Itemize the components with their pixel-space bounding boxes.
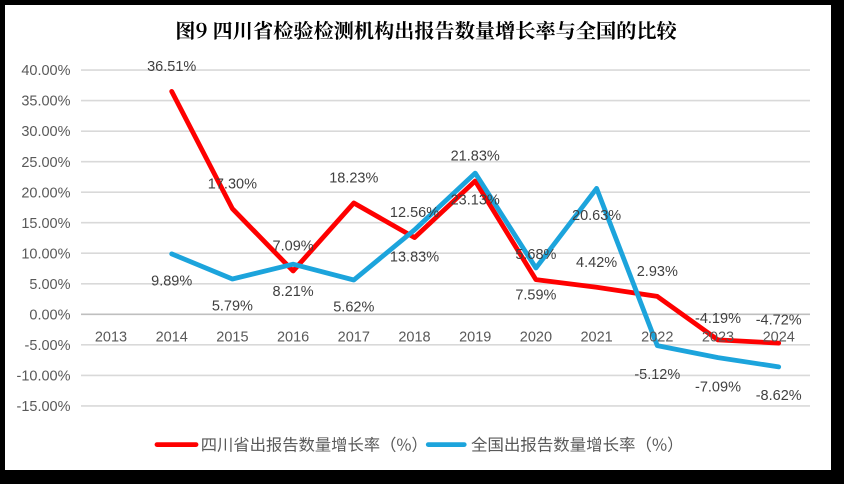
svg-text:20.63%: 20.63% — [572, 208, 621, 224]
svg-text:0.00%: 0.00% — [29, 307, 70, 323]
svg-text:2021: 2021 — [580, 329, 612, 345]
svg-text:8.21%: 8.21% — [273, 284, 314, 300]
svg-text:5.79%: 5.79% — [212, 299, 253, 315]
svg-text:-4.19%: -4.19% — [695, 311, 741, 327]
svg-text:7.09%: 7.09% — [273, 239, 314, 255]
svg-text:12.56%: 12.56% — [390, 205, 439, 221]
svg-text:20.00%: 20.00% — [21, 185, 70, 201]
svg-text:10.00%: 10.00% — [21, 246, 70, 262]
svg-text:2013: 2013 — [95, 329, 127, 345]
svg-text:7.59%: 7.59% — [515, 288, 556, 304]
svg-text:2023: 2023 — [702, 329, 734, 345]
svg-text:23.13%: 23.13% — [451, 193, 500, 209]
svg-text:35.00%: 35.00% — [21, 94, 70, 110]
svg-text:-5.12%: -5.12% — [634, 367, 680, 383]
svg-text:2014: 2014 — [156, 329, 188, 345]
svg-text:9.89%: 9.89% — [151, 274, 192, 290]
svg-text:2016: 2016 — [277, 329, 309, 345]
svg-text:13.83%: 13.83% — [390, 250, 439, 266]
svg-text:-15.00%: -15.00% — [16, 399, 70, 415]
svg-text:2020: 2020 — [520, 329, 552, 345]
svg-text:40.00%: 40.00% — [21, 63, 70, 79]
svg-text:-8.62%: -8.62% — [756, 388, 802, 404]
svg-text:15.00%: 15.00% — [21, 216, 70, 232]
svg-text:18.23%: 18.23% — [329, 171, 378, 187]
svg-text:2022: 2022 — [641, 329, 673, 345]
svg-text:36.51%: 36.51% — [147, 59, 196, 75]
svg-text:2015: 2015 — [216, 329, 248, 345]
svg-text:2018: 2018 — [398, 329, 430, 345]
svg-text:-5.00%: -5.00% — [25, 338, 71, 354]
svg-text:5.62%: 5.62% — [333, 300, 374, 316]
svg-text:5.00%: 5.00% — [29, 277, 70, 293]
svg-text:2019: 2019 — [459, 329, 491, 345]
svg-text:21.83%: 21.83% — [451, 149, 500, 165]
svg-text:5.68%: 5.68% — [515, 247, 556, 263]
svg-text:17.30%: 17.30% — [208, 176, 257, 192]
svg-text:25.00%: 25.00% — [21, 155, 70, 171]
svg-text:-10.00%: -10.00% — [16, 369, 70, 385]
svg-text:-7.09%: -7.09% — [695, 380, 741, 396]
svg-text:-4.72%: -4.72% — [756, 313, 802, 329]
svg-text:30.00%: 30.00% — [21, 124, 70, 140]
svg-text:2017: 2017 — [338, 329, 370, 345]
svg-text:2024: 2024 — [763, 329, 795, 345]
svg-text:2.93%: 2.93% — [637, 264, 678, 280]
svg-text:4.42%: 4.42% — [576, 255, 617, 271]
